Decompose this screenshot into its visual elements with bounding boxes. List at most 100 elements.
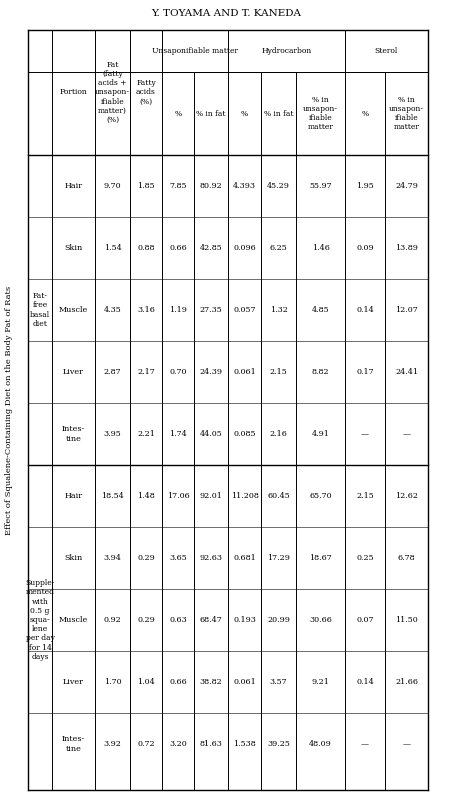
Text: 0.29: 0.29 (137, 554, 155, 562)
Text: 24.41: 24.41 (394, 368, 417, 376)
Text: Effect of Squalene-Containing Diet on the Body Fat of Rats: Effect of Squalene-Containing Diet on th… (5, 286, 13, 535)
Text: 3.92: 3.92 (103, 740, 121, 748)
Text: 2.17: 2.17 (137, 368, 155, 376)
Text: 2.15: 2.15 (355, 492, 373, 500)
Text: 92.01: 92.01 (199, 492, 222, 500)
Text: —: — (360, 740, 368, 748)
Text: Y. TOYAMA AND T. KANEDA: Y. TOYAMA AND T. KANEDA (151, 10, 300, 18)
Text: 0.66: 0.66 (169, 244, 186, 252)
Text: % in fat: % in fat (196, 110, 225, 118)
Text: 3.20: 3.20 (169, 740, 186, 748)
Text: 80.92: 80.92 (199, 182, 222, 190)
Text: 2.87: 2.87 (103, 368, 121, 376)
Text: Skin: Skin (64, 554, 83, 562)
Text: 60.45: 60.45 (267, 492, 289, 500)
Text: 8.82: 8.82 (311, 368, 329, 376)
Text: %: % (361, 110, 368, 118)
Text: —: — (401, 740, 410, 748)
Text: Supple-
mented
with
0.5 g
squa-
lene
per day
for 14
days: Supple- mented with 0.5 g squa- lene per… (25, 579, 55, 661)
Text: 12.62: 12.62 (394, 492, 417, 500)
Text: 68.47: 68.47 (199, 616, 222, 624)
Text: 3.16: 3.16 (137, 306, 155, 314)
Text: 0.70: 0.70 (169, 368, 186, 376)
Text: 6.78: 6.78 (397, 554, 414, 562)
Text: 0.72: 0.72 (137, 740, 155, 748)
Text: 3.65: 3.65 (169, 554, 186, 562)
Text: 1.538: 1.538 (233, 740, 255, 748)
Text: 1.04: 1.04 (137, 678, 155, 686)
Text: 2.15: 2.15 (269, 368, 287, 376)
Text: Muscle: Muscle (59, 616, 88, 624)
Text: 42.85: 42.85 (199, 244, 222, 252)
Text: 4.91: 4.91 (311, 430, 329, 438)
Text: 0.681: 0.681 (233, 554, 255, 562)
Text: 2.16: 2.16 (269, 430, 287, 438)
Text: 0.096: 0.096 (233, 244, 255, 252)
Text: Hydrocarbon: Hydrocarbon (261, 47, 311, 55)
Text: 1.95: 1.95 (355, 182, 373, 190)
Text: 1.85: 1.85 (137, 182, 155, 190)
Text: 0.085: 0.085 (233, 430, 255, 438)
Text: 0.92: 0.92 (103, 616, 121, 624)
Text: 18.67: 18.67 (308, 554, 331, 562)
Text: 3.94: 3.94 (103, 554, 121, 562)
Text: 0.193: 0.193 (233, 616, 255, 624)
Text: Unsaponifiable matter: Unsaponifiable matter (152, 47, 238, 55)
Text: 0.66: 0.66 (169, 678, 186, 686)
Text: —: — (360, 430, 368, 438)
Text: 92.63: 92.63 (199, 554, 222, 562)
Text: 17.06: 17.06 (166, 492, 189, 500)
Text: 7.85: 7.85 (169, 182, 186, 190)
Text: % in
unsapon-
ifiable
matter: % in unsapon- ifiable matter (388, 95, 423, 132)
Text: Fat-
free
basal
diet: Fat- free basal diet (30, 292, 50, 328)
Text: % in
unsapon-
ifiable
matter: % in unsapon- ifiable matter (302, 95, 337, 132)
Text: 3.95: 3.95 (103, 430, 121, 438)
Text: 4.35: 4.35 (103, 306, 121, 314)
Text: 1.46: 1.46 (311, 244, 329, 252)
Text: 0.63: 0.63 (169, 616, 186, 624)
Text: 0.061: 0.061 (233, 368, 255, 376)
Text: 0.25: 0.25 (355, 554, 373, 562)
Text: 27.35: 27.35 (199, 306, 222, 314)
Text: 0.17: 0.17 (355, 368, 373, 376)
Text: 18.54: 18.54 (101, 492, 124, 500)
Text: 38.82: 38.82 (199, 678, 222, 686)
Text: 0.07: 0.07 (355, 616, 373, 624)
Text: Fatty
acids
(%): Fatty acids (%) (136, 79, 156, 106)
Text: 1.70: 1.70 (103, 678, 121, 686)
Text: Fat
(fatty
acids +
unsapon-
ifiable
matter)
(%): Fat (fatty acids + unsapon- ifiable matt… (95, 61, 130, 124)
Text: 0.88: 0.88 (137, 244, 154, 252)
Text: 12.07: 12.07 (394, 306, 417, 314)
Text: %: % (240, 110, 248, 118)
Text: Skin: Skin (64, 244, 83, 252)
Text: 1.19: 1.19 (169, 306, 187, 314)
Text: Muscle: Muscle (59, 306, 88, 314)
Text: 4.85: 4.85 (311, 306, 329, 314)
Text: 48.09: 48.09 (308, 740, 331, 748)
Text: Portion: Portion (60, 88, 87, 96)
Text: 4.393: 4.393 (232, 182, 255, 190)
Text: 1.54: 1.54 (103, 244, 121, 252)
Text: 13.89: 13.89 (394, 244, 417, 252)
Text: 1.74: 1.74 (169, 430, 186, 438)
Text: 20.99: 20.99 (267, 616, 289, 624)
Text: 0.09: 0.09 (355, 244, 373, 252)
Text: 0.061: 0.061 (233, 678, 255, 686)
Text: 1.48: 1.48 (137, 492, 155, 500)
Text: 81.63: 81.63 (199, 740, 222, 748)
Text: Intes-
tine: Intes- tine (62, 735, 85, 752)
Text: 44.05: 44.05 (199, 430, 222, 438)
Text: 0.057: 0.057 (233, 306, 255, 314)
Text: 17.29: 17.29 (267, 554, 289, 562)
Text: Liver: Liver (63, 368, 84, 376)
Text: —: — (401, 430, 410, 438)
Text: 0.14: 0.14 (355, 678, 373, 686)
Text: 24.79: 24.79 (394, 182, 417, 190)
Text: 39.25: 39.25 (267, 740, 289, 748)
Text: Hair: Hair (64, 182, 83, 190)
Text: 9.21: 9.21 (311, 678, 329, 686)
Text: %: % (174, 110, 181, 118)
Text: 0.14: 0.14 (355, 306, 373, 314)
Text: 11.50: 11.50 (394, 616, 417, 624)
Text: 3.57: 3.57 (269, 678, 287, 686)
